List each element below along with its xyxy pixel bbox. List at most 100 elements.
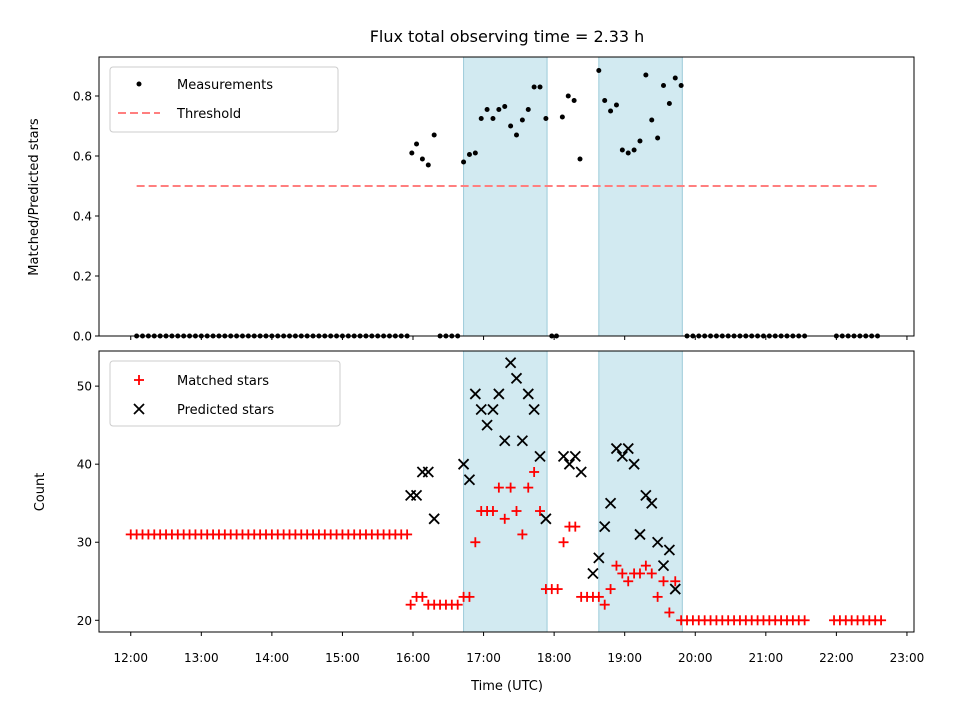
matched-star-point [640,560,651,571]
measurement-point [409,150,415,156]
predicted-star-point [528,403,540,416]
matched-star-point [658,576,669,587]
predicted-star-point [569,450,581,463]
measurement-point [431,132,437,138]
matched-star-point [523,482,534,493]
ratio-y-tick-label: 0.8 [73,90,92,104]
count-observing-window-2 [598,350,683,633]
x-tick-label: 19:00 [607,651,642,665]
predicted-star-point [563,458,576,470]
predicted-star-point [669,583,681,595]
measurement-point [419,156,425,162]
predicted-star-point [622,442,634,455]
predicted-star-point [640,489,652,502]
count-y-axis-label: Count [33,473,48,512]
ratio-y-tick-label: 0.4 [73,210,92,224]
matched-star-point [487,506,498,517]
measurement-point [631,147,637,153]
measurement-point [478,116,484,121]
predicted-star-point [593,552,605,564]
predicted-star-point [463,474,476,486]
ratio-legend: Measurements Threshold [109,66,339,133]
measurement-point [577,156,583,162]
count-legend: Matched stars Predicted stars [109,360,341,427]
predicted-star-point [534,450,546,463]
matched-star-point [402,529,413,540]
matched-star-point [529,466,540,477]
measurement-point [619,147,625,153]
measurement-point [637,138,643,144]
ratio-y-tick-label: 0.6 [73,150,92,164]
matched-star-point [517,529,528,540]
predicted-star-point [522,388,534,400]
predicted-star-point [410,489,423,502]
predicted-star-point [428,513,440,525]
x-tick-label: 12:00 [113,651,148,665]
count-panel: 20 30 40 50 12:00 13:00 14:00 15:00 16:00 17:00 1… [33,350,925,694]
matched-star-point [452,599,463,610]
predicted-star-point [575,466,587,478]
measurement-point [466,152,472,157]
matched-star-point [617,568,628,579]
matched-star-point [799,615,810,626]
x-tick-label: 23:00 [890,651,925,665]
matched-star-point [552,584,563,595]
predicted-legend-marker [133,403,145,415]
ratio-y-axis-label: Matched/Predicted stars [27,118,42,276]
predicted-star-point [457,458,470,470]
matched-star-point [876,615,887,626]
predicted-star-point [657,560,670,572]
predicted-star-point [510,372,523,384]
matched-star-point [611,560,622,571]
ratio-observing-window-2 [598,56,683,337]
predicted-star-point [634,528,646,541]
predicted-star-point [587,567,599,580]
predicted-star-point [469,388,481,400]
matched-star-point [593,591,604,602]
matched-star-point [405,599,416,610]
predicted-star-point [599,520,611,533]
measurement-point [672,75,678,81]
predicted-star-point [499,435,511,447]
matched-star-point [493,482,504,493]
count-y-tick-label: 30 [77,536,92,550]
predicted-star-point [540,513,552,525]
measurement-point [461,159,467,165]
matched-star-point [664,607,675,618]
measurement-point [513,132,519,138]
predicted-star-point [628,458,640,470]
measurement-point [666,101,672,106]
matched-star-point [505,482,516,493]
measurement-point [496,107,502,112]
predicted-star-point [557,450,570,463]
ratio-y-tick-label: 0.2 [73,270,92,284]
measurement-point [565,93,571,99]
predicted-star-point [610,442,623,455]
matched-star-point [623,576,634,587]
ratio-panel: 0.00.20.40.60.8 Matched/Predicted stars … [27,56,915,344]
measurement-point [472,150,478,156]
measurement-point [502,104,508,109]
x-tick-label: 18:00 [537,651,572,665]
count-y-tick-label: 20 [77,614,92,628]
measurement-point [643,72,649,78]
predicted-star-point [422,466,434,478]
matched-star-point [570,521,581,532]
matched-star-point [670,576,681,587]
measurement-point [596,68,602,73]
predicted-star-point [604,497,617,509]
ratio-panel-frame [98,56,915,337]
predicted-star-point [616,450,628,463]
measurement-point [649,117,655,123]
measurement-point [602,98,608,103]
measurement-point [655,135,661,141]
measurements-legend-marker [136,81,142,87]
matched-star-point [417,591,428,602]
predicted-star-point [493,388,505,400]
matched-star-point [646,568,657,579]
x-tick-label: 13:00 [184,651,219,665]
x-tick-label: 22:00 [819,651,854,665]
matched-star-point [535,506,546,517]
measurement-point [508,123,514,129]
